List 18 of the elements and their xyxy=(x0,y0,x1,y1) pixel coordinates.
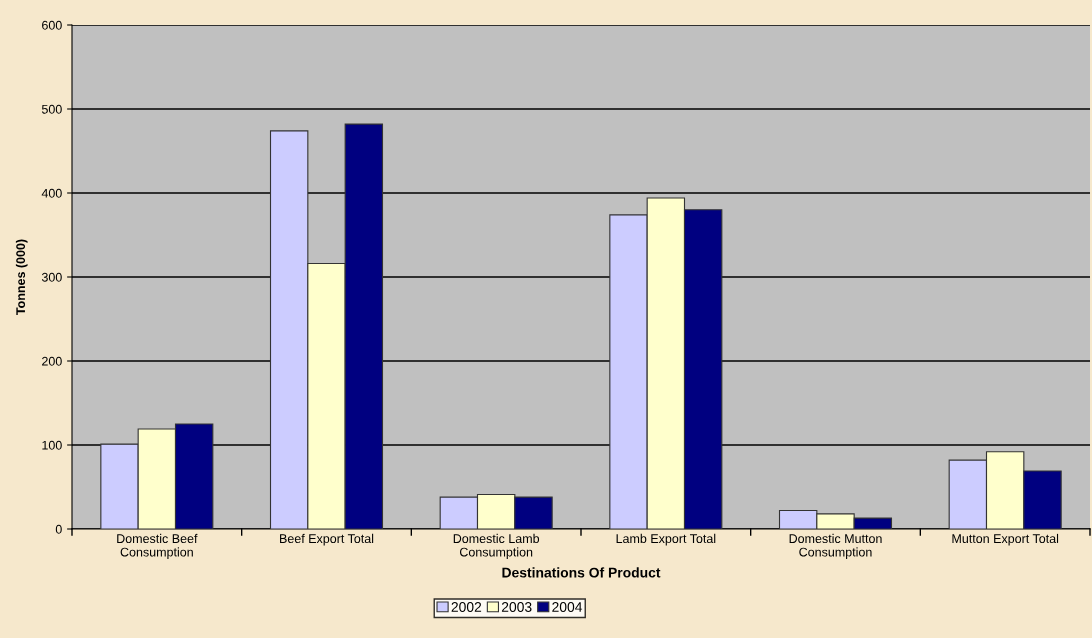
legend-label: 2004 xyxy=(552,602,583,612)
x-tick-label: Beef Export Total xyxy=(280,533,374,546)
legend-label: 2002 xyxy=(451,602,482,612)
x-tick-label: Mutton Export Total xyxy=(952,533,1059,546)
y-axis-title: Tonnes (000) xyxy=(15,239,28,315)
x-tick-label: Domestic Mutton Consumption xyxy=(789,533,882,559)
y-tick-label: 500 xyxy=(41,104,62,114)
x-tick-label: Domestic Lamb Consumption xyxy=(453,533,540,559)
x-tick-label: Domestic Beef Consumption xyxy=(117,533,198,559)
y-tick-label: 0 xyxy=(55,524,62,534)
y-tick-label: 600 xyxy=(42,20,62,30)
x-axis-title: Destinations Of Product xyxy=(502,567,661,578)
y-tick-label: 200 xyxy=(42,356,62,366)
y-tick-label: 300 xyxy=(41,272,62,282)
y-tick-label: 100 xyxy=(42,440,62,450)
y-tick-label: 400 xyxy=(41,188,62,198)
legend-label: 2003 xyxy=(501,602,532,612)
x-tick-label: Lamb Export Total xyxy=(616,533,716,546)
